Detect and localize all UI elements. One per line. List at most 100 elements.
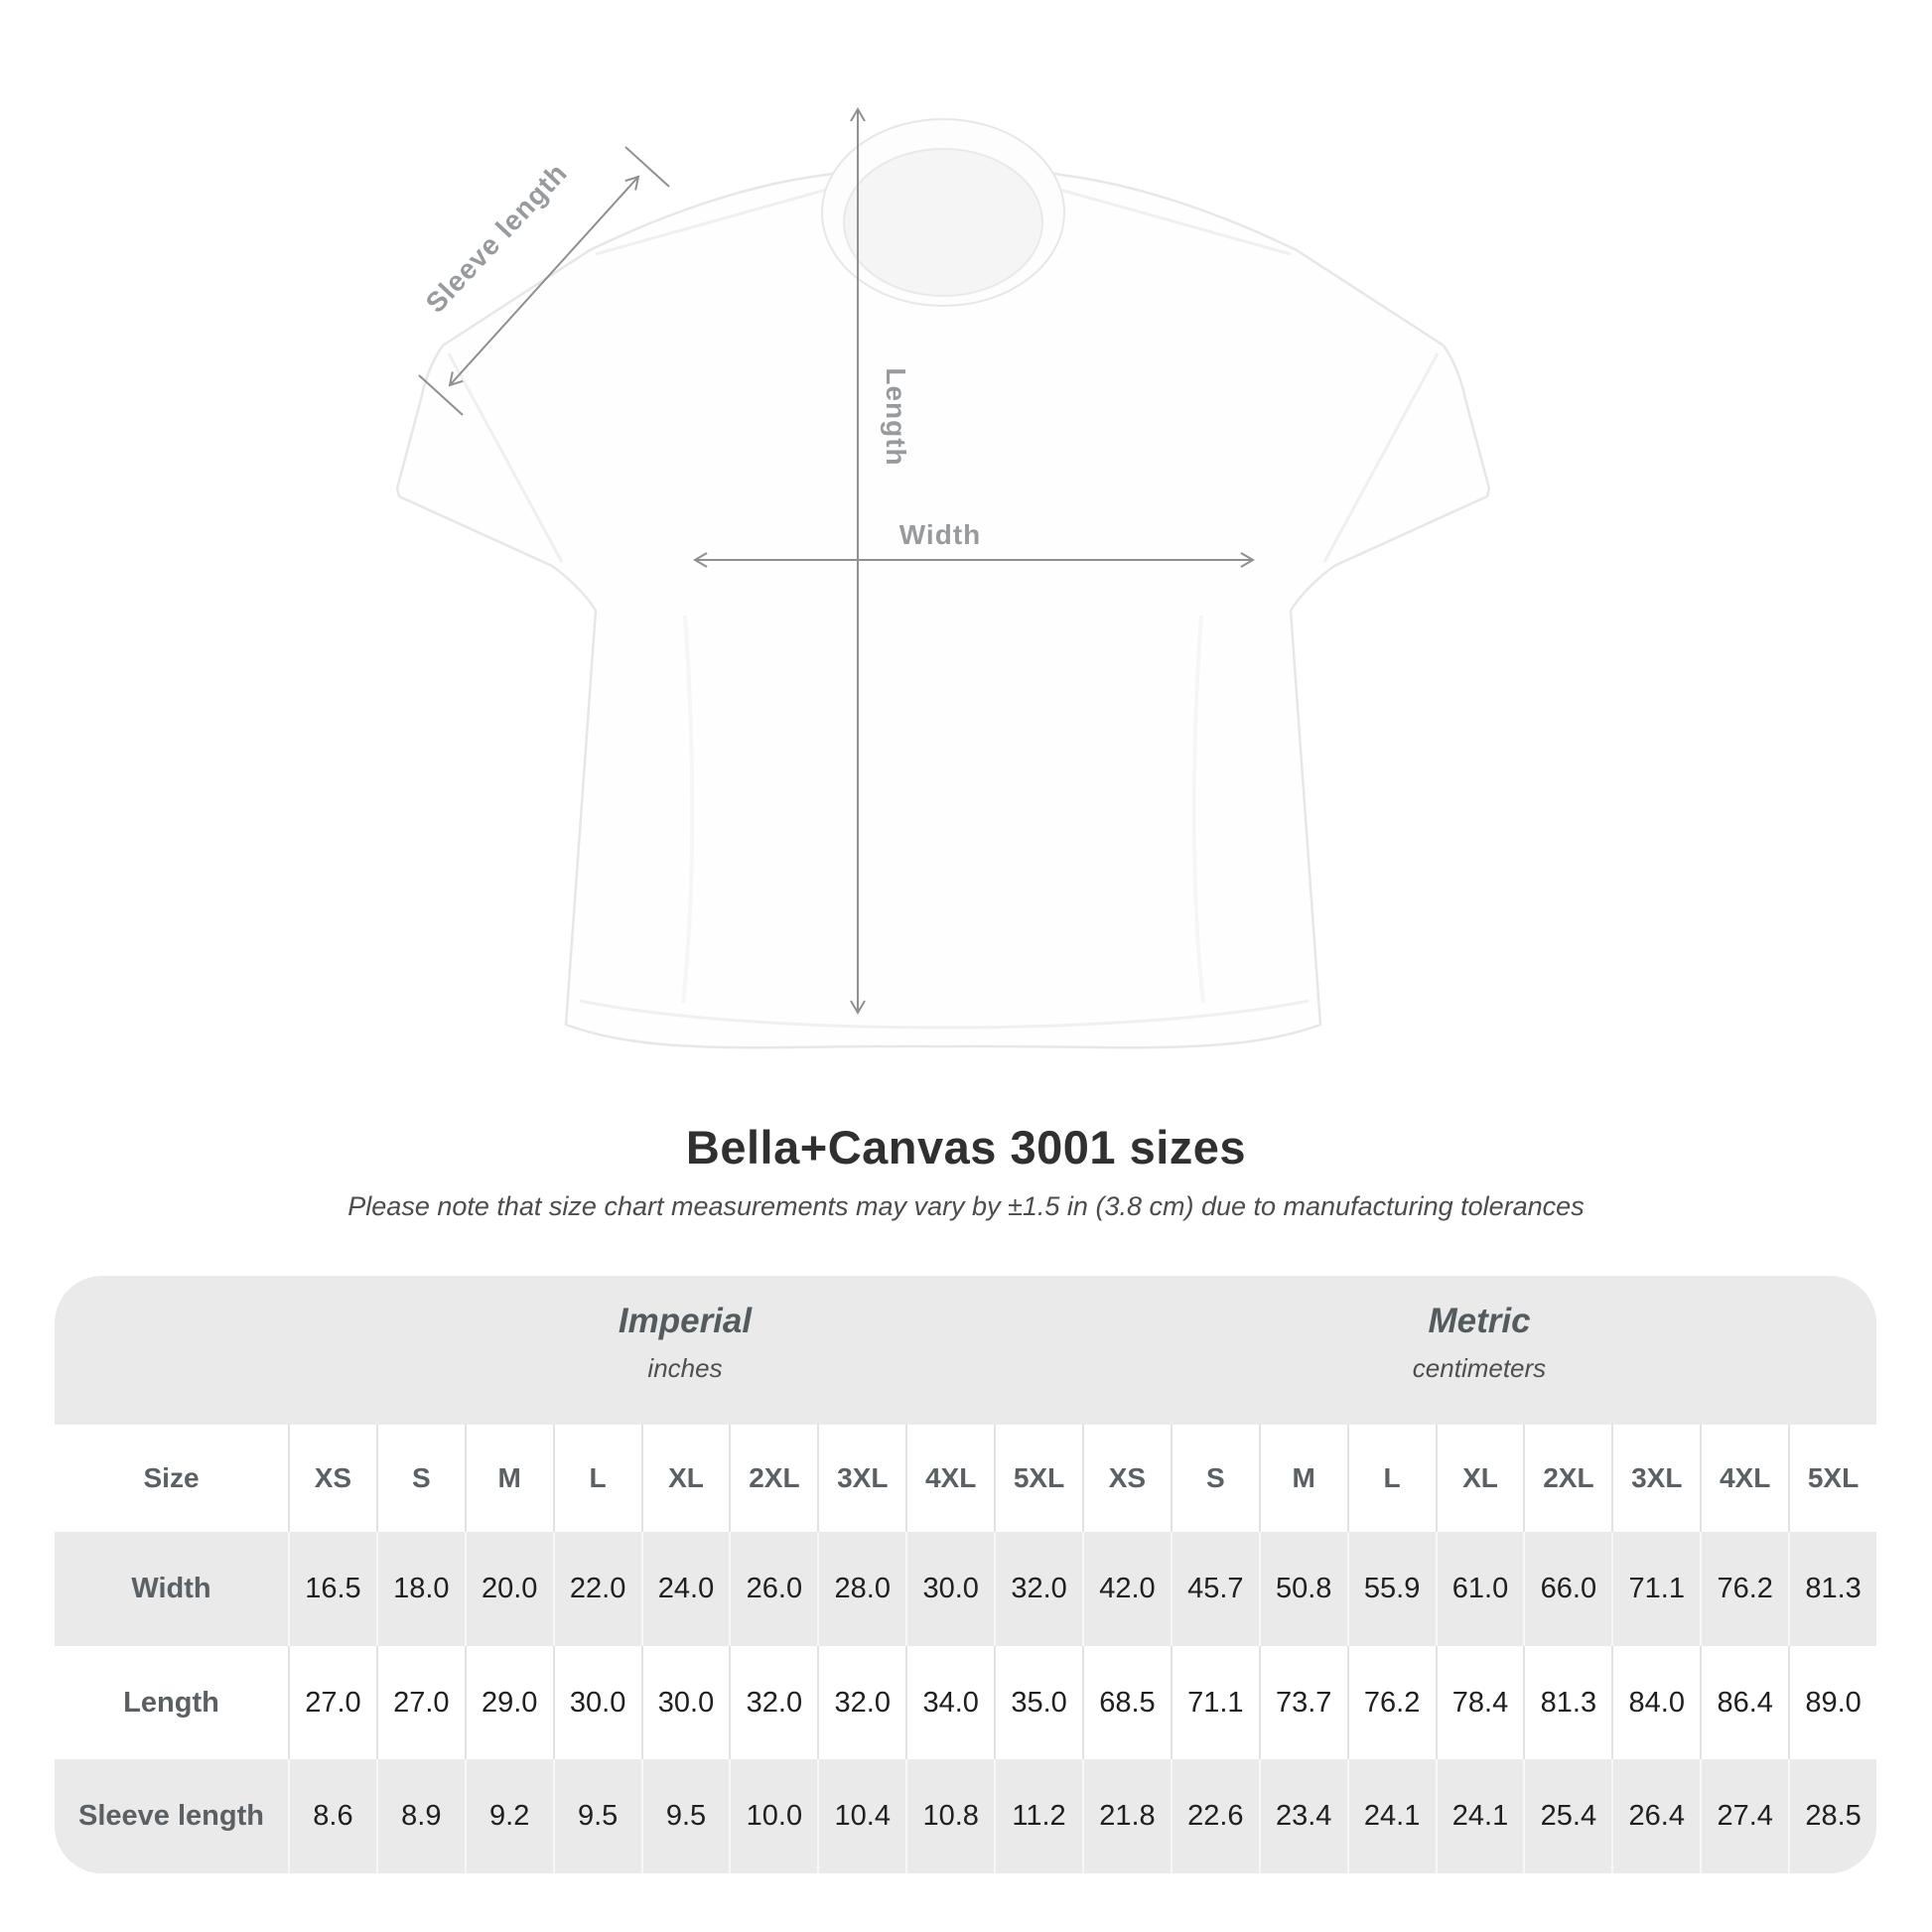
value-cell: 32.0: [817, 1646, 906, 1759]
size-col-header: L: [552, 1425, 641, 1532]
value-cell: 55.9: [1346, 1532, 1436, 1646]
value-cell: 34.0: [905, 1646, 995, 1759]
size-col-header: XS: [1081, 1425, 1171, 1532]
size-col-header: M: [464, 1425, 553, 1532]
value-cell: 32.0: [994, 1532, 1082, 1646]
imperial-group-unit: inches: [647, 1353, 723, 1383]
row-label: Length: [55, 1646, 288, 1759]
value-cell: 89.0: [1788, 1646, 1876, 1759]
row-label: Width: [55, 1532, 288, 1646]
value-cell: 9.5: [552, 1759, 641, 1873]
tshirt-graphic: [395, 118, 1491, 1049]
value-cell: 11.2: [994, 1759, 1082, 1873]
size-col-header: M: [1258, 1425, 1347, 1532]
size-col-header: XL: [640, 1425, 730, 1532]
right-shoulder-seam: [1055, 187, 1292, 256]
value-cell: 32.0: [729, 1646, 818, 1759]
neck-opening: [843, 148, 1043, 297]
value-cell: 42.0: [1081, 1532, 1171, 1646]
value-cell: 8.6: [288, 1759, 376, 1873]
value-cell: 8.9: [375, 1759, 465, 1873]
value-cell: 9.2: [464, 1759, 553, 1873]
value-cell: 18.0: [375, 1532, 465, 1646]
size-col-header: 4XL: [905, 1425, 995, 1532]
value-cell: 16.5: [288, 1532, 376, 1646]
value-cell: 76.2: [1700, 1532, 1789, 1646]
metric-group-header: Metric centimeters: [1082, 1276, 1876, 1425]
sleeve-arrow-end-tick-bottom: [418, 374, 464, 416]
value-cell: 30.0: [552, 1646, 641, 1759]
size-col-header: 5XL: [1788, 1425, 1876, 1532]
value-cell: 10.4: [817, 1759, 906, 1873]
tshirt-body: [395, 166, 1491, 1049]
size-col-header: 5XL: [994, 1425, 1082, 1532]
value-cell: 28.5: [1788, 1759, 1876, 1873]
row-label: Sleeve length: [55, 1759, 288, 1873]
length-label: Length: [881, 367, 911, 466]
page-title: Bella+Canvas 3001 sizes: [685, 1121, 1247, 1173]
left-cuff-seam: [447, 352, 564, 563]
size-col-header: XS: [288, 1425, 376, 1532]
metric-group-unit: centimeters: [1412, 1353, 1547, 1383]
value-cell: 24.0: [640, 1532, 730, 1646]
value-cell: 21.8: [1081, 1759, 1171, 1873]
sleeve-arrow-end-tick-top: [624, 146, 670, 188]
size-col-header: 2XL: [1523, 1425, 1612, 1532]
value-cell: 27.0: [288, 1646, 376, 1759]
size-col-header: 4XL: [1700, 1425, 1789, 1532]
value-cell: 22.0: [552, 1532, 641, 1646]
value-cell: 81.3: [1788, 1532, 1876, 1646]
size-header-cell: Size: [55, 1425, 288, 1532]
size-col-header: XL: [1435, 1425, 1524, 1532]
unit-group-band: Imperial inches Metric centimeters: [55, 1276, 1876, 1425]
value-cell: 76.2: [1346, 1646, 1436, 1759]
value-cell: 9.5: [640, 1759, 730, 1873]
value-cell: 27.4: [1700, 1759, 1789, 1873]
width-label: Width: [899, 519, 982, 550]
value-cell: 27.0: [375, 1646, 465, 1759]
value-cell: 30.0: [640, 1646, 730, 1759]
right-crease: [1191, 615, 1205, 1004]
value-cell: 71.1: [1170, 1646, 1259, 1759]
imperial-group-header: Imperial inches: [288, 1276, 1082, 1425]
value-cell: 10.0: [729, 1759, 818, 1873]
value-cell: 30.0: [905, 1532, 995, 1646]
value-cell: 50.8: [1258, 1532, 1347, 1646]
value-cell: 23.4: [1258, 1759, 1347, 1873]
value-cell: 81.3: [1523, 1646, 1612, 1759]
value-cell: 71.1: [1611, 1532, 1701, 1646]
size-table: Imperial inches Metric centimeters Size X…: [55, 1276, 1876, 1873]
value-cell: 45.7: [1170, 1532, 1259, 1646]
size-col-header: S: [375, 1425, 465, 1532]
size-col-header: 2XL: [729, 1425, 818, 1532]
tshirt-measurement-diagram: Sleeve length Length Width: [395, 107, 1491, 1049]
value-cell: 26.4: [1611, 1759, 1701, 1873]
value-cell: 20.0: [464, 1532, 553, 1646]
metric-group-name: Metric: [1428, 1302, 1531, 1340]
right-cuff-seam: [1322, 352, 1440, 563]
value-cell: 25.4: [1523, 1759, 1612, 1873]
value-cell: 26.0: [729, 1532, 818, 1646]
value-cell: 10.8: [905, 1759, 995, 1873]
size-col-header: S: [1170, 1425, 1259, 1532]
hem-stitch: [579, 999, 1310, 1030]
imperial-group-name: Imperial: [618, 1302, 753, 1340]
value-cell: 73.7: [1258, 1646, 1347, 1759]
value-cell: 68.5: [1081, 1646, 1171, 1759]
size-col-header: L: [1346, 1425, 1436, 1532]
value-cell: 84.0: [1611, 1646, 1701, 1759]
left-crease: [681, 615, 695, 1004]
value-cell: 24.1: [1435, 1759, 1524, 1873]
value-cell: 22.6: [1170, 1759, 1259, 1873]
value-cell: 29.0: [464, 1646, 553, 1759]
value-cell: 28.0: [817, 1532, 906, 1646]
value-cell: 78.4: [1435, 1646, 1524, 1759]
tolerance-note: Please note that size chart measurements…: [347, 1191, 1585, 1221]
size-col-header: 3XL: [817, 1425, 906, 1532]
size-col-header: 3XL: [1611, 1425, 1701, 1532]
value-cell: 66.0: [1523, 1532, 1612, 1646]
value-cell: 61.0: [1435, 1532, 1524, 1646]
value-cell: 86.4: [1700, 1646, 1789, 1759]
value-cell: 24.1: [1346, 1759, 1436, 1873]
